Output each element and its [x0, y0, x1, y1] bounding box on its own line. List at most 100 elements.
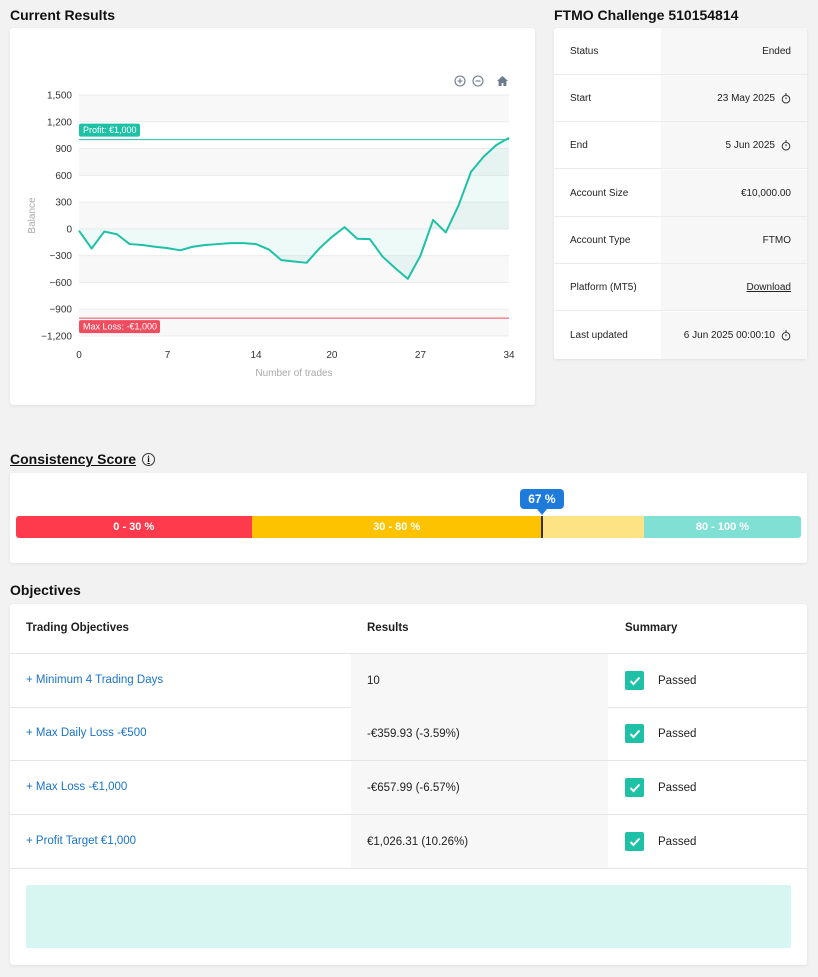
objective-result: 10: [351, 654, 608, 707]
consistency-bar: 0 - 30 % 30 - 80 % 80 - 100 %: [16, 516, 801, 538]
x-tick-label: 20: [326, 350, 338, 361]
max-loss-annotation-badge: [79, 320, 160, 334]
balance-chart-card: 1,500 1,200 900 600 300 0 −300 −600 −900 −1,200 0 7…: [10, 28, 535, 405]
objective-name-link[interactable]: + Profit Target €1,000: [26, 835, 137, 847]
x-tick-label: 0: [76, 350, 82, 361]
max-loss-annotation-text: Max Loss: -€1,000: [83, 322, 157, 332]
objective-name-link[interactable]: + Max Loss -€1,000: [26, 781, 128, 793]
summary-status: Passed: [658, 727, 697, 740]
plot-band: [79, 202, 509, 229]
segment-low: 0 - 30 %: [16, 516, 252, 538]
header-results: Results: [367, 622, 409, 634]
info-icon[interactable]: i: [142, 452, 156, 466]
segment-mid: 30 - 80 %: [251, 516, 542, 538]
table-row: + Minimum 4 Trading Days 10 Passed: [10, 654, 807, 708]
balance-area: [79, 137, 509, 279]
objective-summary: Passed: [625, 724, 696, 743]
info-value: FTMO: [762, 234, 791, 246]
summary-status: Passed: [658, 674, 697, 687]
plot-band: [79, 148, 509, 176]
chart-toolbar: [453, 74, 509, 88]
info-key: Last updated: [570, 330, 628, 341]
y-tick-label: 0: [66, 224, 72, 235]
header-trading-objectives: Trading Objectives: [26, 622, 129, 634]
info-key: Start: [570, 92, 592, 104]
table-header: Trading Objectives Results Summary: [10, 604, 807, 654]
info-row-account-size: Account Size €10,000.00: [554, 170, 807, 217]
info-key: Account Size: [570, 187, 629, 199]
y-tick-label: −300: [49, 251, 72, 262]
plot-band: [79, 95, 509, 122]
x-axis-title: Number of trades: [255, 368, 332, 379]
challenge-title: FTMO Challenge 510154814: [554, 7, 739, 23]
info-row-platform: Platform (MT5) Download: [554, 264, 807, 311]
objective-result: -€657.99 (-6.57%): [351, 761, 608, 814]
y-tick-label: 1,500: [47, 91, 72, 102]
y-tick-label: −600: [49, 278, 72, 289]
objective-result: €1,026.31 (10.26%): [351, 815, 608, 868]
current-results-title: Current Results: [10, 7, 116, 23]
objective-result: -€359.93 (-3.59%): [351, 707, 608, 760]
x-tick-label: 27: [415, 350, 427, 361]
consistency-score-card: 0 - 30 % 30 - 80 % 80 - 100 % 67 %: [10, 473, 807, 563]
objectives-title: Objectives: [10, 582, 81, 598]
info-value: 6 Jun 2025 00:00:10: [683, 330, 775, 341]
x-tick-label: 7: [165, 350, 171, 361]
checkmark-icon: [625, 778, 644, 797]
info-value: Ended: [762, 45, 791, 57]
summary-status: Passed: [658, 781, 697, 794]
table-row: + Max Daily Loss -€500 -€359.93 (-3.59%)…: [10, 707, 807, 761]
segment-mid-remaining: [541, 516, 644, 538]
info-key: Status: [570, 45, 599, 57]
objective-name-link[interactable]: + Minimum 4 Trading Days: [26, 674, 164, 686]
plot-band: [79, 282, 509, 310]
info-row-status: Status Ended: [554, 28, 807, 75]
score-pointer: [536, 509, 547, 515]
objectives-table: Trading Objectives Results Summary + Min…: [10, 604, 807, 965]
objectives-note-box: [26, 885, 791, 948]
info-key: Platform (MT5): [570, 281, 637, 293]
home-icon[interactable]: [495, 74, 509, 88]
objective-summary: Passed: [625, 778, 696, 797]
plot-band: [79, 121, 509, 149]
info-value: 23 May 2025: [717, 92, 775, 104]
download-link[interactable]: Download: [746, 281, 791, 293]
checkmark-icon: [625, 724, 644, 743]
score-marker-line: [540, 516, 543, 538]
y-tick-label: 900: [55, 144, 72, 155]
plot-band: [79, 175, 509, 203]
stopwatch-icon: [781, 330, 791, 341]
info-key: Account Type: [570, 234, 631, 246]
info-row-account-type: Account Type FTMO: [554, 217, 807, 264]
info-value: 5 Jun 2025: [725, 139, 776, 151]
y-tick-label: −900: [49, 305, 72, 316]
table-row: + Max Loss -€1,000 -€657.99 (-6.57%) Pas…: [10, 761, 807, 815]
profit-annotation-badge: [79, 123, 140, 137]
balance-line: [78, 136, 510, 280]
profit-annotation-text: Profit: €1,000: [83, 125, 137, 135]
info-key: End: [570, 139, 588, 151]
y-tick-label: −1,200: [41, 332, 72, 343]
x-tick-label: 14: [250, 350, 262, 361]
zoom-in-icon[interactable]: [453, 74, 467, 88]
y-tick-label: 1,200: [47, 117, 72, 128]
zoom-out-icon[interactable]: [471, 74, 485, 88]
checkmark-icon: [625, 832, 644, 851]
y-tick-label: 600: [55, 171, 72, 182]
info-value: €10,000.00: [740, 187, 791, 199]
score-badge: 67 %: [519, 489, 564, 509]
consistency-score-title: Consistency Score i: [10, 451, 156, 467]
y-tick-label: 300: [55, 198, 72, 209]
checkmark-icon: [625, 671, 644, 690]
segment-high: 80 - 100 %: [643, 516, 801, 538]
stopwatch-icon: [781, 140, 791, 150]
summary-status: Passed: [658, 835, 697, 848]
x-tick-label: 34: [503, 350, 515, 361]
y-axis-title: Balance: [27, 197, 38, 234]
info-row-last-updated: Last updated 6 Jun 2025 00:00:10: [554, 312, 807, 359]
info-row-start: Start 23 May 2025: [554, 75, 807, 122]
challenge-info-card: Status Ended Start 23 May 2025 End 5 Jun…: [554, 28, 807, 359]
plot-band: [79, 255, 509, 283]
plot-band: [79, 228, 509, 256]
objective-name-link[interactable]: + Max Daily Loss -€500: [26, 727, 147, 739]
